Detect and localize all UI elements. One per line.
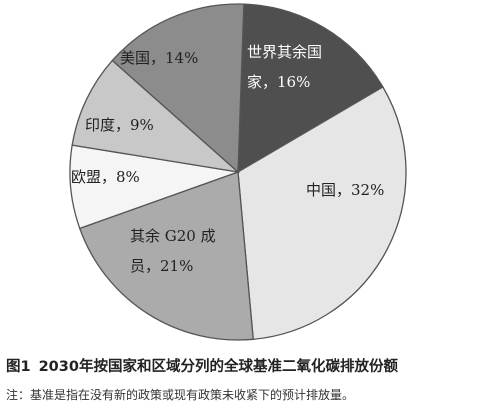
slice-label-line: 中国，32% xyxy=(306,181,384,199)
slice-label-2: 中国，32% xyxy=(306,181,384,199)
figure-title: 2030年按国家和区域分列的全球基准二氧化碳排放份额 xyxy=(38,359,398,375)
slice-label-1: 世界其余国家，16% xyxy=(247,43,322,91)
pie-slice-1 xyxy=(237,3,384,174)
slice-label-line: 家，16% xyxy=(247,73,310,91)
slice-label-line: 印度，9% xyxy=(85,116,154,134)
pie-slice-5 xyxy=(71,59,241,173)
slice-label-5: 印度，9% xyxy=(85,116,154,134)
pie-slice-2 xyxy=(237,86,407,341)
figure-caption: 图1 2030年按国家和区域分列的全球基准二氧化碳排放份额 xyxy=(6,355,398,376)
slice-label-line: 其余 G20 成 xyxy=(130,227,216,245)
slice-label-3: 其余 G20 成员，21% xyxy=(130,227,216,275)
slice-label-4: 欧盟，8% xyxy=(71,168,140,186)
pie-slice-3 xyxy=(78,171,254,341)
slice-label-line: 世界其余国 xyxy=(247,43,322,61)
slice-label-line: 美国，14% xyxy=(120,49,198,67)
slice-labels: 世界其余国家，16% 中国，32% 其余 G20 成员，21% 欧盟，8% 印度，9% 美… xyxy=(71,43,384,275)
slice-label-line: 欧盟，8% xyxy=(71,168,140,186)
slice-label-6: 美国，14% xyxy=(120,49,198,67)
pie-slice-6 xyxy=(111,3,245,174)
figure-number: 图1 xyxy=(6,359,31,375)
pie-slices xyxy=(69,3,407,341)
figure-note: 注：基准是指在没有新的政策或现有政策未收紧下的预计排放量。 xyxy=(6,388,355,402)
pie-chart: 世界其余国家，16% 中国，32% 其余 G20 成员，21% 欧盟，8% 印度，9% 美… xyxy=(69,3,407,341)
slice-label-line: 员，21% xyxy=(130,257,193,275)
